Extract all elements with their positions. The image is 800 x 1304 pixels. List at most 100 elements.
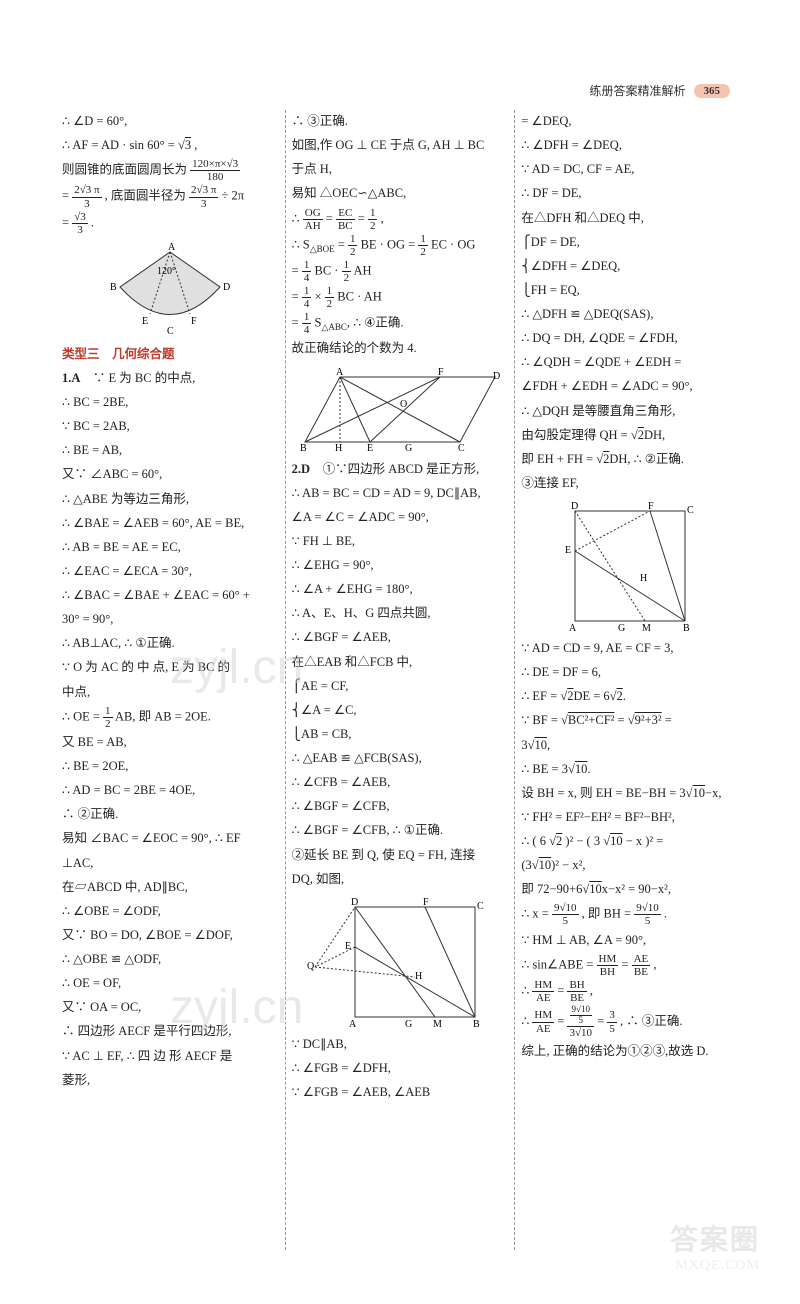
- c1-q1l6: ∴ △ABE 为等边三角形,: [62, 488, 279, 511]
- content-area: ∴ ∠D = 60°, ∴ AF = AD · sin 60° = √3 , 则…: [58, 110, 742, 1250]
- column-2: ∴ ③正确. 如图,作 OG ⊥ CE 于点 G, AH ⊥ BC 于点 H, …: [288, 110, 513, 1250]
- c1-q1l16: ∴ AD = BC = 2BE = 4OE,: [62, 779, 279, 802]
- c3-l19b: 3√10,: [521, 734, 738, 757]
- c1-q1l21: 又∵ BO = DO, ∠BOE = ∠DOF,: [62, 924, 279, 947]
- c3-l6: ⎧DF = DE,: [521, 231, 738, 254]
- svg-text:F: F: [191, 316, 197, 327]
- c3-l10: ∴ DQ = DH, ∠QDE = ∠FDH,: [521, 327, 738, 350]
- page-number-badge: 365: [694, 84, 731, 98]
- c1-q1l13: ∴ OE = 12 AB, 即 AB = 2OE.: [62, 705, 279, 730]
- c1-l1: ∴ ∠D = 60°,: [62, 110, 279, 133]
- c2-q2l15: ∴ ∠BGF = ∠CFB,: [292, 795, 509, 818]
- diagram-1-sector: A B D C E F 120°: [105, 242, 235, 337]
- c2-l5: ∴ S△BOE = 12 BE · OG = 12 EC · OG: [292, 233, 509, 258]
- c2-q2l6: ∴ ∠A + ∠EHG = 180°,: [292, 578, 509, 601]
- c2-q2l11: ⎨∠A = ∠C,: [292, 699, 509, 722]
- svg-text:C: C: [167, 326, 174, 337]
- svg-text:D: D: [493, 371, 500, 382]
- column-1: ∴ ∠D = 60°, ∴ AF = AD · sin 60° = √3 , 则…: [58, 110, 283, 1250]
- c2-q2l19: ∴ ∠FGB = ∠DFH,: [292, 1057, 509, 1080]
- svg-text:B: B: [300, 443, 307, 452]
- c3-l19: ∵ BF = √BC²+CF² = √9²+3² =: [521, 709, 738, 732]
- c2-l7: = 14 × 12 BC · AH: [292, 285, 509, 310]
- c3-l12: ∴ △DQH 是等腰直角三角形,: [521, 400, 738, 423]
- c1-l3: 则圆锥的底面圆周长为 120×π×√3180: [62, 158, 279, 183]
- svg-text:A: A: [349, 1019, 357, 1027]
- c1-q1l10b: 30° = 90°,: [62, 608, 279, 631]
- c1-q1l7: ∴ ∠BAE = ∠AEB = 60°, AE = BE,: [62, 512, 279, 535]
- diagram-3-square-q: D F C E Q A G M B H: [305, 897, 495, 1027]
- c2-q2l3: ∠A = ∠C = ∠ADC = 90°,: [292, 506, 509, 529]
- c3-l2: ∴ ∠DFH = ∠DEQ,: [521, 134, 738, 157]
- c1-q1l2: ∴ BC = 2BE,: [62, 391, 279, 414]
- page-header: 练册答案精准解析 365: [589, 82, 730, 99]
- c3-l23b: (3√10)² − x²,: [521, 854, 738, 877]
- c2-l1: ∴ ③正确.: [292, 110, 509, 133]
- c1-q1l4: ∴ BE = AB,: [62, 439, 279, 462]
- svg-text:Q: Q: [307, 961, 315, 972]
- c3-l14: 即 EH + FH = √2DH, ∴ ②正确.: [521, 448, 738, 471]
- column-3: = ∠DEQ, ∴ ∠DFH = ∠DEQ, ∵ AD = DC, CF = A…: [517, 110, 742, 1250]
- c1-q1l22: ∴ △OBE ≌ △ODF,: [62, 948, 279, 971]
- c1-q1l23: ∴ OE = OF,: [62, 972, 279, 995]
- c2-q2: 2.D ①∵四边形 ABCD 是正方形,: [292, 458, 509, 481]
- section-title: 类型三 几何综合题: [62, 343, 279, 366]
- c1-q1l25: ∴ 四边形 AECF 是平行四边形,: [62, 1020, 279, 1043]
- svg-text:120°: 120°: [157, 266, 176, 277]
- c3-l30: 综上, 正确的结论为①②③,故选 D.: [521, 1040, 738, 1063]
- c3-l5: 在△DFH 和△DEQ 中,: [521, 207, 738, 230]
- c3-l17: ∴ DE = DF = 6,: [521, 661, 738, 684]
- c3-l11b: ∠FDH + ∠EDH = ∠ADC = 90°,: [521, 375, 738, 398]
- c1-q1l24: 又∵ OA = OC,: [62, 996, 279, 1019]
- c2-l8: = 14 S△ABC, ∴ ④正确.: [292, 311, 509, 336]
- c1-q1l12: ∵ O 为 AC 的 中 点, E 为 BC 的: [62, 656, 279, 679]
- svg-text:A: A: [569, 623, 577, 631]
- c1-q1l3: ∵ BC = 2AB,: [62, 415, 279, 438]
- c1-q1: 1.A ∵ E 为 BC 的中点,: [62, 367, 279, 390]
- c1-q1l18b: ⊥AC,: [62, 852, 279, 875]
- c3-l4: ∴ DF = DE,: [521, 182, 738, 205]
- c2-q2l16: ∴ ∠BGF = ∠CFB, ∴ ①正确.: [292, 819, 509, 842]
- c2-q2l14: ∴ ∠CFB = ∠AEB,: [292, 771, 509, 794]
- c2-q2l17: ②延长 BE 到 Q, 使 EQ = FH, 连接: [292, 844, 509, 867]
- svg-text:H: H: [640, 573, 647, 584]
- c3-l7: ⎨∠DFH = ∠DEQ,: [521, 255, 738, 278]
- c2-q2l10: ⎧AE = CF,: [292, 675, 509, 698]
- svg-text:A: A: [168, 242, 176, 253]
- c3-l23: ∴ ( 6 √2 )² − ( 3 √10 − x )² =: [521, 830, 738, 853]
- svg-text:F: F: [438, 367, 444, 378]
- svg-text:B: B: [683, 623, 690, 631]
- c2-l9: 故正确结论的个数为 4.: [292, 337, 509, 360]
- c3-l8: ⎩FH = EQ,: [521, 279, 738, 302]
- c3-l18: ∴ EF = √2DE = 6√2.: [521, 685, 738, 708]
- c3-l21: 设 BH = x, 则 EH = BE−BH = 3√10−x,: [521, 782, 738, 805]
- svg-text:H: H: [415, 971, 422, 982]
- c2-q2l8: ∴ ∠BGF = ∠AEB,: [292, 626, 509, 649]
- divider-1: [285, 110, 286, 1250]
- c1-q1l8: ∴ AB = BE = AE = EC,: [62, 536, 279, 559]
- svg-text:M: M: [642, 623, 651, 631]
- c2-q2l5: ∴ ∠EHG = 90°,: [292, 554, 509, 577]
- diagram-2-parallelogram: A F D B H E G C O: [300, 367, 500, 452]
- svg-text:C: C: [458, 443, 465, 452]
- c2-q2l4: ∵ FH ⊥ BE,: [292, 530, 509, 553]
- c3-l22: ∵ FH² = EF²−EH² = BF²−BH²,: [521, 806, 738, 829]
- c1-q1l11: ∴ AB⊥AC, ∴ ①正确.: [62, 632, 279, 655]
- c1-q1l5: 又∵ ∠ABC = 60°,: [62, 463, 279, 486]
- c1-q1l20: ∴ ∠OBE = ∠ODF,: [62, 900, 279, 923]
- c1-q1l14: 又 BE = AB,: [62, 731, 279, 754]
- c3-l3: ∵ AD = DC, CF = AE,: [521, 158, 738, 181]
- svg-text:F: F: [648, 501, 654, 512]
- c1-q1l12b: 中点,: [62, 681, 279, 704]
- c2-q2l7: ∴ A、E、H、G 四点共圆,: [292, 602, 509, 625]
- svg-text:B: B: [110, 282, 117, 293]
- svg-text:A: A: [336, 367, 344, 378]
- svg-text:G: G: [618, 623, 625, 631]
- c1-l2: ∴ AF = AD · sin 60° = √3 ,: [62, 134, 279, 157]
- c1-l5: = √33 .: [62, 211, 279, 236]
- c3-l25: ∴ x = 9√105 , 即 BH = 9√105 .: [521, 902, 738, 927]
- c2-q2l13: ∴ △EAB ≌ △FCB(SAS),: [292, 747, 509, 770]
- logo-small: MXQE.COM: [670, 1258, 760, 1274]
- c3-l16: ∵ AD = CD = 9, AE = CF = 3,: [521, 637, 738, 660]
- c2-l3: 易知 △OEC∽△ABC,: [292, 182, 509, 205]
